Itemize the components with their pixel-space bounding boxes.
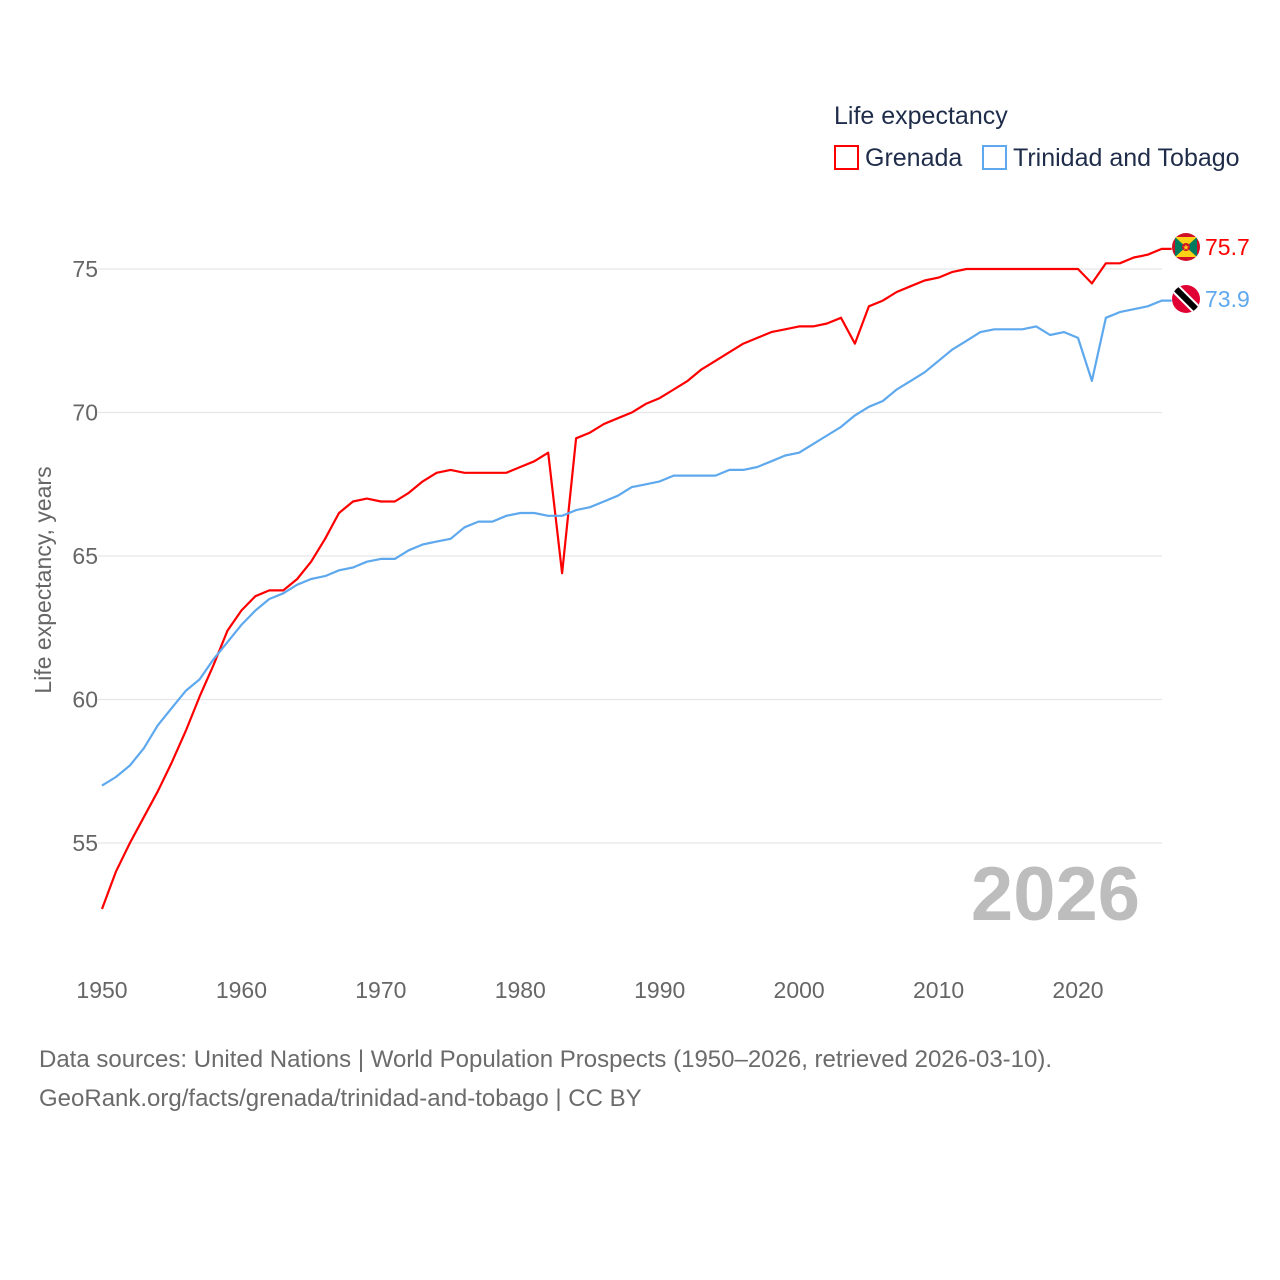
series-line-trinidad-and-tobago[interactable] xyxy=(101,299,1172,787)
legend-swatch-grenada xyxy=(834,145,859,170)
footer-attribution[interactable]: GeoRank.org/facts/grenada/trinidad-and-t… xyxy=(39,1085,642,1112)
legend-label-trinidad-and-tobago: Trinidad and Tobago xyxy=(1013,144,1240,172)
series-line-grenada[interactable] xyxy=(100,247,1172,910)
x-tick-label: 1970 xyxy=(355,977,406,1003)
legend-title: Life expectancy xyxy=(834,102,1008,130)
legend-item-grenada[interactable]: Grenada xyxy=(834,144,962,172)
y-tick-label: 65 xyxy=(72,543,98,569)
x-tick-label: 2010 xyxy=(913,977,964,1003)
y-tick-label: 55 xyxy=(72,830,98,856)
end-label-trinidad-and-tobago: 73.9 xyxy=(1205,286,1250,312)
x-tick-label: 2020 xyxy=(1052,977,1103,1003)
y-tick-label: 70 xyxy=(72,400,98,426)
x-tick-label: 1980 xyxy=(495,977,546,1003)
grenada-flag-icon: ★ xyxy=(1172,233,1200,261)
x-tick-label: 1990 xyxy=(634,977,685,1003)
footer-sources: Data sources: United Nations | World Pop… xyxy=(39,1046,1053,1073)
svg-text:★: ★ xyxy=(1182,243,1189,252)
legend-swatch-trinidad-and-tobago xyxy=(982,145,1007,170)
trinidad-and-tobago-flag-icon xyxy=(1172,285,1200,313)
year-watermark: 2026 xyxy=(971,852,1140,937)
end-label-grenada: 75.7 xyxy=(1205,234,1250,260)
legend-label-grenada: Grenada xyxy=(865,144,962,172)
legend-item-trinidad-and-tobago[interactable]: Trinidad and Tobago xyxy=(982,144,1240,172)
y-tick-label: 75 xyxy=(72,256,98,282)
x-tick-label: 1960 xyxy=(216,977,267,1003)
x-tick-label: 2000 xyxy=(774,977,825,1003)
y-tick-label: 60 xyxy=(72,687,98,713)
x-tick-label: 1950 xyxy=(76,977,127,1003)
y-axis-label: Life expectancy, years xyxy=(30,466,56,693)
